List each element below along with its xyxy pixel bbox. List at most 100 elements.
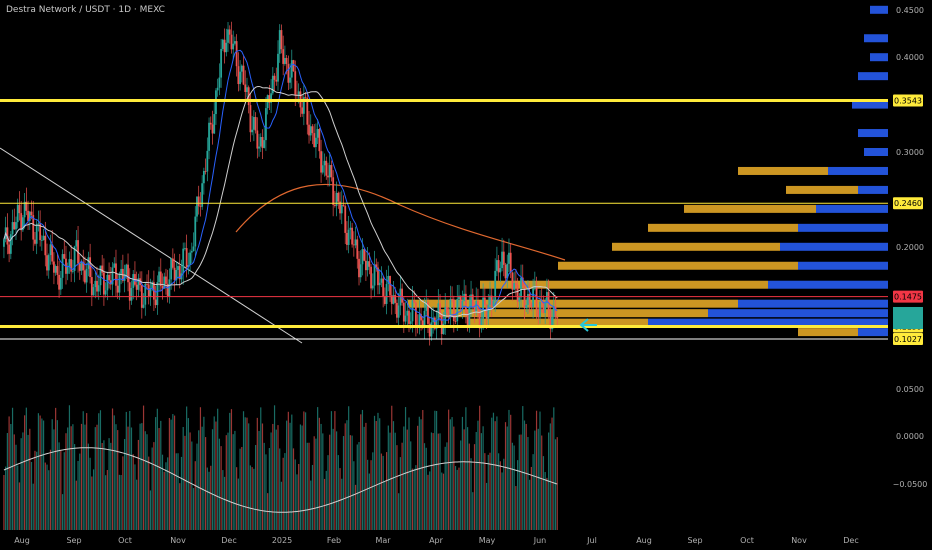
indicator-bar — [375, 421, 377, 530]
candle-body — [78, 263, 81, 271]
indicator-bar — [24, 415, 26, 530]
candle-body — [56, 266, 59, 275]
time-tick-12: Aug — [636, 536, 652, 545]
candle-body — [425, 302, 428, 311]
indicator-bar — [5, 466, 7, 530]
indicator-bar — [173, 415, 176, 530]
candle-body — [342, 204, 345, 207]
indicator-bar — [29, 428, 31, 530]
candle-body — [466, 312, 469, 326]
indicator-bar — [534, 430, 536, 530]
indicator-bar — [68, 405, 71, 530]
indicator-bar — [27, 434, 29, 530]
indicator-bar — [46, 464, 48, 530]
candle-body — [103, 272, 105, 295]
candle-body — [402, 302, 405, 322]
indicator-bar — [156, 408, 158, 530]
vp-bar-11 — [780, 242, 888, 251]
time-tick-9: May — [479, 536, 496, 545]
indicator-bar — [125, 411, 127, 530]
candle-body — [13, 222, 16, 230]
candle-body — [313, 133, 316, 148]
price-tick-3: 0.2000 — [896, 243, 924, 252]
candle-body — [58, 274, 60, 290]
indicator-bar — [503, 458, 505, 530]
indicator-bar — [529, 479, 531, 530]
vp-bar-gold-14 — [408, 299, 738, 308]
indicator-bar — [55, 407, 57, 530]
indicator-bar — [515, 486, 517, 530]
indicator-bar — [532, 454, 534, 530]
candle-body — [439, 303, 441, 315]
candle-body — [40, 240, 43, 241]
candle-body — [209, 122, 212, 125]
candle-body — [246, 87, 248, 93]
indicator-bar — [192, 488, 195, 530]
horizontal-levels — [0, 99, 888, 340]
indicator-bar — [113, 415, 115, 530]
time-tick-6: Feb — [327, 536, 341, 545]
candle-body — [202, 171, 205, 184]
indicator-bar — [79, 453, 81, 530]
indicator-bar — [11, 407, 14, 530]
candle-body — [249, 105, 252, 133]
indicator-bar — [199, 407, 202, 530]
indicator-bar — [48, 470, 50, 530]
candle-body — [208, 122, 210, 151]
indicator-bar — [191, 441, 193, 530]
candle-body — [165, 276, 167, 284]
vp-bar-10 — [798, 223, 888, 232]
candle-body — [327, 175, 329, 178]
indicator-bar — [423, 443, 426, 530]
indicator-bar — [373, 415, 376, 530]
indicator-bar — [282, 457, 284, 530]
time-tick-2: Oct — [118, 536, 132, 545]
candle-body — [516, 285, 519, 302]
time-tick-4: Dec — [221, 536, 236, 545]
indicator-bar — [475, 432, 477, 530]
candle-body — [278, 30, 281, 54]
indicator-bar — [146, 434, 148, 530]
indicator-bar — [168, 417, 171, 530]
candle-body — [389, 275, 391, 296]
indicator-bar — [132, 454, 134, 530]
indicator-bar — [539, 411, 541, 530]
candle-body — [189, 252, 191, 266]
candle-body — [442, 323, 445, 335]
indicator-bar — [220, 446, 222, 530]
indicator-bar — [175, 453, 177, 530]
indicator-bar — [518, 434, 520, 530]
candle-body — [242, 65, 245, 85]
candle-body — [252, 117, 255, 130]
candle-body — [496, 260, 498, 271]
indicator-bar — [454, 466, 457, 530]
candle-body — [365, 260, 367, 271]
candle-body — [237, 66, 240, 85]
candle-body — [452, 299, 455, 322]
candle-body — [458, 295, 460, 300]
indicator-line — [3, 447, 558, 513]
indicator-bar — [448, 409, 450, 530]
indicator-bar — [323, 478, 326, 530]
indicator-bar — [553, 407, 555, 530]
candle-body — [423, 310, 426, 328]
indicator-bar — [227, 432, 229, 530]
indicator-bar — [108, 438, 110, 530]
indicator-bar — [41, 418, 43, 530]
vp-bar-12 — [798, 261, 888, 270]
indicator-bar — [17, 465, 19, 530]
indicator-bar — [139, 423, 141, 530]
indicator-bar — [232, 434, 234, 530]
indicator-bar — [163, 471, 165, 530]
candle-body — [194, 216, 197, 247]
indicator-bar — [516, 460, 519, 530]
candle-body — [440, 314, 443, 335]
candle-body — [527, 294, 529, 305]
candle-body — [61, 254, 64, 278]
candle-body — [97, 285, 100, 292]
indicator-bar — [334, 411, 336, 530]
candle-body — [361, 249, 364, 265]
candle-body — [59, 277, 62, 290]
candle-body — [32, 215, 35, 240]
